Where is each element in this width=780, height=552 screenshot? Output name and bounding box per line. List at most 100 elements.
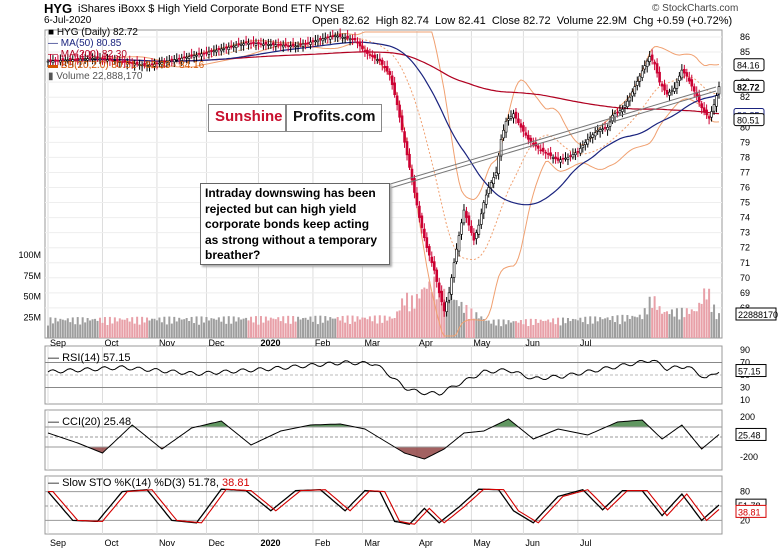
price-tag-box — [733, 79, 765, 93]
candle-body — [130, 62, 134, 64]
volume-bar — [574, 319, 577, 338]
candle-body — [113, 60, 117, 63]
month-label-bottom: Apr — [419, 538, 433, 548]
volume-bar — [81, 317, 84, 338]
candle-body — [319, 38, 322, 40]
volume-bar — [165, 324, 168, 338]
volume-bar — [631, 315, 634, 338]
volume-bar — [700, 303, 703, 338]
candle-body — [455, 248, 458, 262]
month-label-bottom: Dec — [208, 538, 225, 548]
volume-bar — [64, 320, 67, 338]
candle-body — [296, 45, 300, 47]
volume-bar — [279, 321, 282, 338]
volume-bar — [601, 319, 604, 338]
volume-bar — [175, 321, 178, 338]
candle-body — [663, 84, 666, 91]
candle-body — [279, 43, 283, 46]
candle-body — [502, 130, 505, 139]
volume-bar — [527, 326, 530, 338]
candle-body — [371, 55, 374, 57]
candle-body — [588, 136, 592, 139]
candle-body — [172, 59, 176, 63]
month-label-price: Jul — [580, 338, 592, 348]
volume-bar — [557, 317, 560, 338]
stockcharts-watermark[interactable]: © StockCharts.com — [652, 3, 739, 14]
candle-body — [539, 149, 543, 152]
volume-bar — [207, 320, 210, 338]
month-label-price: Apr — [419, 338, 433, 348]
volume-bar — [564, 323, 567, 338]
volume-bar — [287, 315, 290, 338]
volume-bar — [428, 281, 431, 338]
candle-body — [73, 58, 77, 61]
candle-body — [51, 60, 55, 64]
volume-bar — [633, 316, 636, 338]
volume-bar — [306, 319, 309, 338]
cci-tag-box — [735, 427, 767, 441]
volume-bar — [108, 316, 111, 338]
candle-body — [326, 36, 330, 39]
chart-date: 6-Jul-2020 — [44, 15, 92, 26]
volume-bar — [86, 318, 89, 338]
candle-body — [227, 46, 231, 50]
candle-body — [210, 50, 213, 52]
candle-body — [484, 194, 488, 205]
volume-bar — [195, 316, 198, 338]
price-tick-label: 76 — [740, 183, 750, 193]
volume-bar — [606, 317, 609, 338]
volume-bar — [455, 300, 458, 338]
candle-body — [252, 41, 255, 44]
candle-body — [566, 157, 570, 160]
candle-body — [628, 96, 632, 102]
volume-bar — [245, 317, 248, 338]
volume-bar — [205, 317, 208, 338]
sto-label: — Slow STO %K(14) %D(3) 51.78, 38.81 — [48, 477, 250, 489]
candle-body — [546, 153, 550, 155]
candle-body — [715, 95, 718, 107]
candle-body — [608, 120, 612, 127]
volume-bar — [604, 318, 607, 338]
candle-body — [348, 38, 352, 41]
candle-body — [101, 57, 104, 60]
candle-body — [680, 69, 684, 79]
price-tag-label: 82.72 — [737, 82, 760, 92]
candle-body — [380, 59, 384, 65]
candle-body — [88, 56, 92, 59]
volume-bar — [467, 318, 470, 338]
volume-bar — [344, 322, 347, 338]
candle-body — [86, 58, 89, 61]
candle-body — [158, 62, 161, 65]
volume-bar — [371, 321, 374, 338]
candle-body — [517, 118, 520, 124]
month-label-bottom: Mar — [364, 538, 380, 548]
candle-body — [462, 209, 466, 224]
candle-body — [274, 44, 278, 47]
volume-bar — [94, 318, 97, 338]
volume-bar — [621, 314, 624, 338]
volume-bar — [363, 317, 366, 338]
candle-body — [554, 156, 557, 160]
price-tag-box — [733, 113, 765, 127]
candle-body — [125, 62, 129, 65]
candle-body — [128, 61, 132, 64]
volume-bar — [227, 316, 230, 338]
candle-body — [603, 127, 607, 129]
price-tick-label: 82 — [740, 92, 750, 102]
volume-bar — [403, 305, 406, 338]
month-label-price: Feb — [315, 338, 331, 348]
volume-bar — [685, 308, 688, 338]
volume-bar — [678, 319, 681, 338]
candle-body — [549, 152, 552, 157]
candle-body — [309, 41, 312, 45]
volume-bar — [311, 321, 314, 338]
price-tick-label: 72 — [740, 243, 750, 253]
volume-bar — [693, 311, 696, 338]
price-tick-label: 78 — [740, 152, 750, 162]
candle-body — [336, 35, 339, 38]
month-label-price: Sep — [50, 338, 66, 348]
volume-bar — [121, 319, 124, 338]
volume-bar — [222, 316, 225, 338]
volume-bar — [351, 315, 354, 338]
